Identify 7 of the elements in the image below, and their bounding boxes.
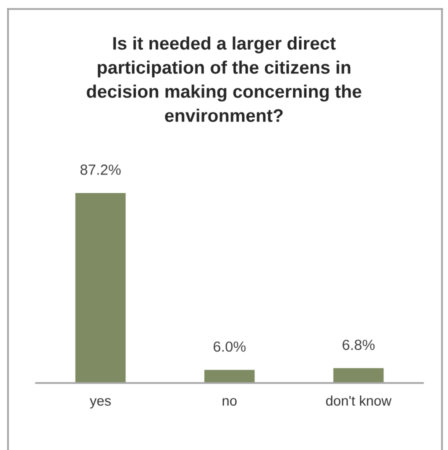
x-tick-label: don't know — [326, 396, 392, 406]
x-tick-label: yes — [90, 398, 111, 408]
data-label: 6.8% — [342, 340, 375, 350]
data-label: 87.2% — [80, 164, 121, 175]
data-label: 6.0% — [214, 341, 246, 352]
chart-title: Is it needed a larger direct participation of the citizens in decision making concerning the environment? — [86, 36, 362, 122]
x-tick-label: no — [222, 398, 237, 406]
